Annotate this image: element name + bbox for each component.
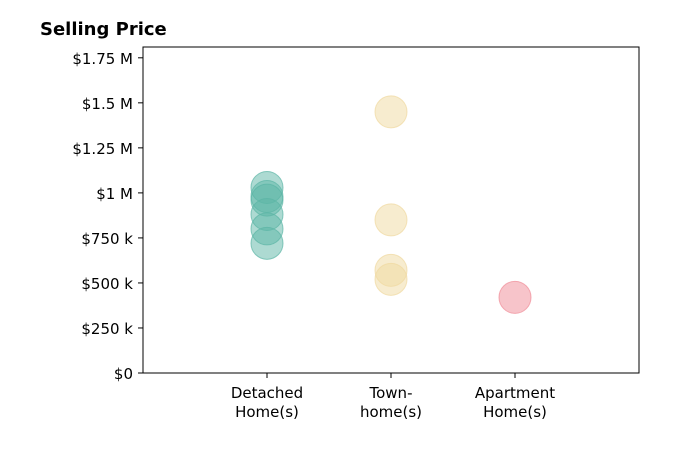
- y-tick-label: $1.75 M: [72, 50, 133, 68]
- y-tick-label: $250 k: [81, 320, 133, 338]
- y-tick-label: $1.5 M: [82, 95, 133, 113]
- point: [374, 262, 408, 296]
- x-tick-label: Apartment Home(s): [475, 384, 555, 421]
- y-tick-label: $1.25 M: [72, 140, 133, 158]
- point: [374, 203, 408, 237]
- y-tick-label: $500 k: [81, 275, 133, 293]
- x-tick-label: Detached Home(s): [231, 384, 303, 421]
- y-tick-label: $0: [114, 365, 133, 383]
- point: [498, 280, 532, 314]
- y-tick-label: $1 M: [96, 185, 133, 203]
- point: [374, 95, 408, 129]
- y-tick-label: $750 k: [81, 230, 133, 248]
- chart-title: Selling Price: [40, 19, 167, 40]
- point: [250, 226, 284, 260]
- x-tick-label: Town-home(s): [360, 384, 422, 421]
